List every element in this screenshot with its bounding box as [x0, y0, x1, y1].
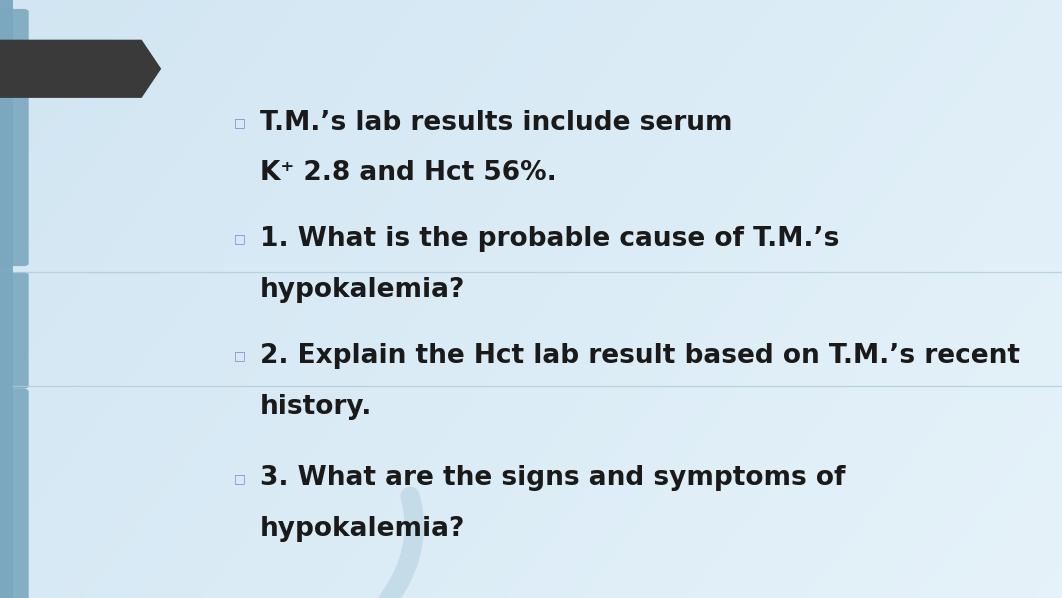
- FancyArrow shape: [0, 41, 160, 97]
- FancyBboxPatch shape: [0, 9, 29, 266]
- Text: □: □: [234, 349, 245, 362]
- Text: 1. What is the probable cause of T.M.’s: 1. What is the probable cause of T.M.’s: [260, 226, 840, 252]
- Text: hypokalemia?: hypokalemia?: [260, 516, 465, 542]
- FancyBboxPatch shape: [0, 272, 29, 389]
- Text: K⁺ 2.8 and Hct 56%.: K⁺ 2.8 and Hct 56%.: [260, 160, 556, 187]
- Text: □: □: [234, 472, 245, 485]
- Text: hypokalemia?: hypokalemia?: [260, 277, 465, 303]
- FancyBboxPatch shape: [0, 389, 29, 598]
- Text: T.M.’s lab results include serum: T.M.’s lab results include serum: [260, 109, 733, 136]
- Text: □: □: [234, 233, 245, 246]
- Bar: [0, 0, 13, 598]
- Text: history.: history.: [260, 393, 373, 420]
- Text: 3. What are the signs and symptoms of: 3. What are the signs and symptoms of: [260, 465, 845, 492]
- Text: 2. Explain the Hct lab result based on T.M.’s recent: 2. Explain the Hct lab result based on T…: [260, 343, 1021, 369]
- Text: □: □: [234, 116, 245, 129]
